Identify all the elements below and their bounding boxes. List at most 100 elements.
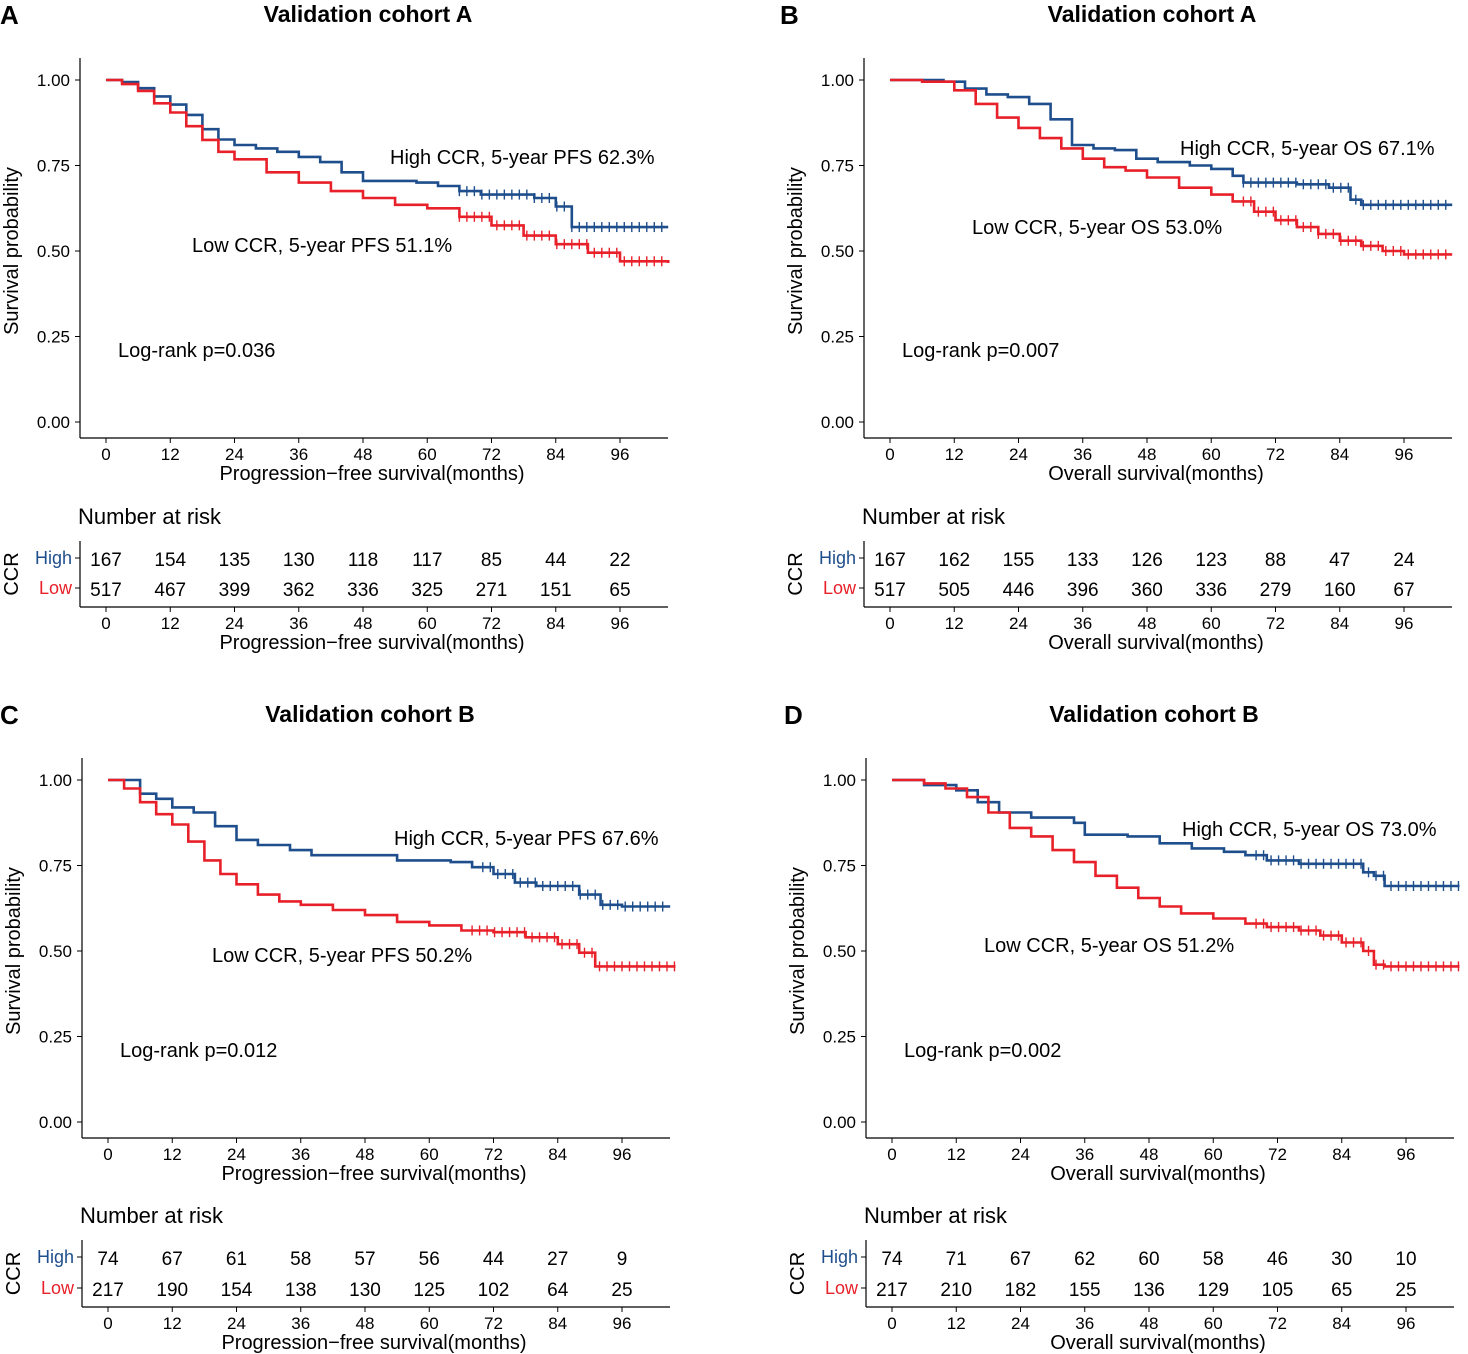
y-tick-label: 0.25 [823,1028,856,1047]
x-tick-label: 0 [887,1145,896,1164]
x-tick-label: 72 [1268,1145,1287,1164]
curve-label-low: Low CCR, 5-year OS 53.0% [972,217,1222,239]
risk-count: 517 [90,580,122,601]
risk-count: 336 [347,580,379,601]
y-tick-label: 1.00 [821,71,854,90]
risk-group-title: CCR [785,552,807,595]
risk-count: 58 [290,1249,311,1270]
curve-label-high: High CCR, 5-year PFS 67.6% [394,828,659,850]
risk-count: 336 [1195,580,1227,601]
x-tick-label: 0 [103,1145,112,1164]
risk-count: 517 [874,580,906,601]
x-tick-label: 12 [945,445,964,464]
risk-count: 27 [547,1249,568,1270]
risk-x-tick-label: 96 [1397,1314,1416,1333]
risk-count: 399 [219,580,251,601]
km-panel-d: D Validation cohort B 0.00 0.25 0.50 0.75 1.00… [784,700,1460,1354]
y-tick-label: 0.50 [37,242,70,261]
risk-x-axis-title: Progression−free survival(months) [219,632,524,654]
risk-count: 118 [348,550,378,571]
y-tick-label: 0.00 [821,413,854,432]
risk-count: 58 [1203,1249,1224,1270]
risk-count: 67 [162,1249,183,1270]
risk-count: 22 [609,550,630,571]
risk-count: 46 [1267,1249,1288,1270]
risk-x-tick-label: 12 [947,1314,966,1333]
x-tick-label: 12 [163,1145,182,1164]
x-tick-label: 36 [289,445,308,464]
x-tick-label: 84 [1332,1145,1351,1164]
y-tick-label: 0.00 [823,1113,856,1132]
x-tick-label: 48 [356,1145,375,1164]
risk-x-tick-label: 24 [1009,614,1028,633]
risk-x-tick-label: 84 [546,614,565,633]
x-tick-label: 0 [885,445,894,464]
x-axis-title: Overall survival(months) [1050,1163,1266,1185]
y-tick-label: 0.50 [823,942,856,961]
curve-label-high: High CCR, 5-year OS 73.0% [1182,819,1437,841]
y-tick-label: 1.00 [37,71,70,90]
risk-row-label-high: High [821,1247,858,1267]
chart-title: Validation cohort A [264,1,473,27]
x-tick-label: 72 [1266,445,1285,464]
risk-x-axis-title: Progression−free survival(months) [221,1332,526,1354]
risk-row-label-low: Low [825,1278,859,1298]
x-tick-label: 84 [548,1145,567,1164]
curve-label-high: High CCR, 5-year OS 67.1% [1180,138,1435,160]
risk-table-heading: Number at risk [80,1203,224,1228]
risk-x-tick-label: 84 [1332,1314,1351,1333]
risk-row-label-high: High [819,548,856,568]
x-tick-label: 60 [420,1145,439,1164]
risk-count: 71 [946,1249,967,1270]
x-tick-label: 96 [1397,1145,1416,1164]
x-tick-label: 24 [227,1145,246,1164]
km-curve-high [890,78,1453,207]
risk-count: 74 [97,1249,119,1270]
risk-count: 25 [1395,1280,1416,1301]
risk-x-tick-label: 36 [1073,614,1092,633]
risk-count: 446 [1003,580,1035,601]
km-panel-c: C Validation cohort B 0.00 0.25 0.50 0.75 1.00… [0,700,676,1354]
x-tick-label: 24 [225,445,244,464]
panel-label: A [0,0,19,30]
risk-count: 56 [419,1249,440,1270]
risk-x-tick-label: 60 [1204,1314,1223,1333]
y-axis-title: Survival probability [3,867,25,1035]
risk-x-tick-label: 96 [611,614,630,633]
km-curve-low [890,78,1453,256]
risk-count: 167 [90,550,122,571]
y-tick-label: 0.75 [37,157,70,176]
risk-x-tick-label: 0 [885,614,894,633]
pvalue-label: Log-rank p=0.036 [118,340,275,362]
x-tick-label: 96 [613,1145,632,1164]
risk-x-tick-label: 72 [484,1314,503,1333]
x-tick-label: 12 [947,1145,966,1164]
risk-x-tick-label: 24 [225,614,244,633]
risk-count: 136 [1133,1280,1165,1301]
risk-x-tick-label: 60 [418,614,437,633]
risk-x-tick-label: 24 [1011,1314,1030,1333]
risk-count: 167 [874,550,906,571]
risk-x-axis-title: Overall survival(months) [1048,632,1264,654]
risk-count: 190 [156,1280,188,1301]
risk-count: 396 [1067,580,1099,601]
km-curve-high [892,778,1460,888]
risk-count: 130 [349,1280,381,1301]
risk-x-tick-label: 84 [1330,614,1349,633]
risk-x-tick-label: 72 [482,614,501,633]
x-tick-label: 24 [1011,1145,1030,1164]
y-tick-label: 0.25 [37,328,70,347]
risk-count: 125 [413,1280,445,1301]
risk-count: 210 [940,1280,972,1301]
x-tick-label: 48 [1140,1145,1159,1164]
pvalue-label: Log-rank p=0.012 [120,1040,277,1062]
y-axis-title: Survival probability [1,167,23,335]
risk-count: 182 [1005,1280,1037,1301]
chart-title: Validation cohort A [1048,1,1257,27]
risk-count: 360 [1131,580,1163,601]
x-tick-label: 12 [161,445,180,464]
risk-count: 60 [1138,1249,1159,1270]
risk-group-title: CCR [787,1252,809,1295]
risk-table-heading: Number at risk [862,504,1006,529]
risk-count: 217 [876,1280,908,1301]
